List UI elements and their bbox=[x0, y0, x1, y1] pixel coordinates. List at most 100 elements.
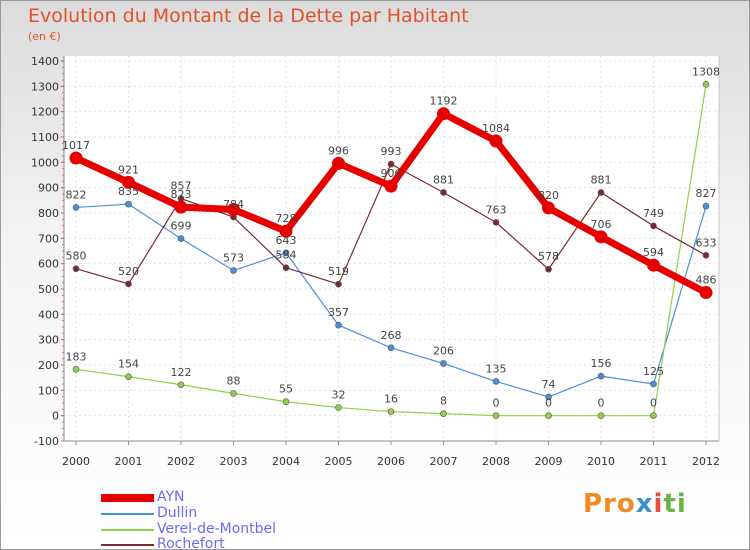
data-point-dullin bbox=[282, 249, 290, 257]
data-label-dullin: 357 bbox=[328, 306, 349, 319]
y-tick-label: 1100 bbox=[31, 131, 59, 144]
data-label-ayn: 706 bbox=[591, 218, 612, 231]
data-label-ayn: 823 bbox=[171, 188, 192, 201]
x-tick-label: 2008 bbox=[482, 455, 510, 468]
legend-swatch-rochefort bbox=[101, 544, 154, 546]
data-point-rochefort bbox=[387, 160, 395, 168]
data-label-ayn: 921 bbox=[118, 163, 139, 176]
data-point-verel-de-montbel bbox=[335, 404, 342, 411]
data-point-dullin bbox=[125, 200, 132, 208]
data-point-dullin bbox=[72, 204, 80, 211]
x-tick-label: 2001 bbox=[115, 455, 143, 468]
data-point-ayn bbox=[437, 107, 450, 121]
data-point-rochefort bbox=[125, 280, 132, 288]
data-point-verel-de-montbel bbox=[702, 81, 710, 88]
data-label-rochefort: 519 bbox=[328, 265, 349, 278]
data-label-ayn: 728 bbox=[276, 212, 297, 225]
data-label-dullin: 74 bbox=[542, 378, 556, 391]
x-tick-label: 2011 bbox=[640, 455, 668, 468]
data-point-rochefort bbox=[702, 252, 710, 259]
data-point-ayn bbox=[332, 156, 345, 170]
data-point-ayn bbox=[384, 179, 398, 193]
data-label-verel-de-montbel: 1308 bbox=[692, 65, 720, 78]
data-label-verel-de-montbel: 183 bbox=[66, 350, 87, 363]
x-tick-label: 2007 bbox=[430, 455, 458, 468]
data-label-rochefort: 881 bbox=[433, 173, 454, 186]
data-label-verel-de-montbel: 55 bbox=[279, 383, 293, 396]
data-label-dullin: 699 bbox=[171, 220, 192, 233]
y-tick-label: 1000 bbox=[31, 156, 59, 169]
data-point-dullin bbox=[335, 321, 342, 329]
data-point-ayn bbox=[594, 230, 608, 244]
data-label-ayn: 1017 bbox=[62, 139, 90, 152]
data-point-rochefort bbox=[282, 264, 290, 272]
data-label-verel-de-montbel: 122 bbox=[171, 366, 192, 379]
data-label-dullin: 573 bbox=[223, 252, 244, 265]
data-point-ayn bbox=[174, 200, 188, 214]
data-point-dullin bbox=[702, 202, 710, 210]
data-label-rochefort: 584 bbox=[276, 249, 297, 262]
x-tick-label: 2000 bbox=[62, 455, 90, 468]
x-tick-label: 2010 bbox=[587, 455, 615, 468]
data-label-verel-de-montbel: 0 bbox=[650, 397, 657, 410]
y-tick-label: 800 bbox=[38, 207, 59, 220]
data-label-rochefort: 857 bbox=[171, 180, 192, 193]
y-tick-label: 700 bbox=[38, 232, 59, 245]
data-point-rochefort bbox=[545, 265, 552, 273]
data-point-verel-de-montbel bbox=[597, 412, 605, 419]
y-tick-label: 1200 bbox=[31, 106, 59, 119]
data-label-ayn: 906 bbox=[381, 167, 402, 180]
data-point-dullin bbox=[650, 380, 657, 388]
data-label-verel-de-montbel: 0 bbox=[545, 397, 552, 410]
data-label-ayn: 1084 bbox=[482, 122, 510, 135]
data-point-ayn bbox=[699, 286, 713, 300]
data-point-dullin bbox=[177, 235, 185, 242]
y-tick-label: 100 bbox=[38, 384, 59, 397]
data-label-dullin: 827 bbox=[696, 187, 717, 200]
data-point-verel-de-montbel bbox=[125, 373, 132, 380]
data-label-rochefort: 881 bbox=[591, 173, 612, 186]
data-point-rochefort bbox=[72, 265, 80, 273]
data-label-dullin: 206 bbox=[433, 344, 454, 357]
data-label-verel-de-montbel: 16 bbox=[384, 393, 398, 406]
data-label-verel-de-montbel: 154 bbox=[118, 358, 139, 371]
data-point-rochefort bbox=[440, 189, 447, 196]
data-label-dullin: 643 bbox=[276, 234, 297, 247]
legend-label-rochefort: Rochefort bbox=[157, 536, 225, 550]
data-point-verel-de-montbel bbox=[72, 366, 80, 373]
data-label-ayn: 996 bbox=[328, 144, 349, 157]
data-point-rochefort bbox=[650, 222, 657, 230]
data-point-ayn bbox=[279, 224, 293, 238]
data-point-rochefort bbox=[492, 219, 500, 226]
data-label-rochefort: 993 bbox=[381, 145, 402, 158]
data-label-verel-de-montbel: 32 bbox=[332, 389, 346, 402]
data-point-rochefort bbox=[335, 280, 342, 288]
data-point-dullin bbox=[492, 378, 500, 385]
data-point-ayn bbox=[227, 202, 240, 216]
y-tick-label: 1400 bbox=[31, 55, 59, 68]
y-tick-label: 500 bbox=[38, 283, 59, 296]
logo-part-1: Pro bbox=[583, 489, 636, 519]
x-tick-label: 2002 bbox=[167, 455, 195, 468]
logo-part-3: i bbox=[653, 489, 664, 519]
y-tick-label: 200 bbox=[38, 359, 59, 372]
data-point-rochefort bbox=[597, 189, 605, 196]
data-label-rochefort: 520 bbox=[118, 265, 139, 278]
x-tick-label: 2012 bbox=[692, 455, 720, 468]
data-point-ayn bbox=[542, 201, 555, 215]
data-point-verel-de-montbel bbox=[230, 390, 237, 397]
data-label-rochefort: 580 bbox=[66, 250, 87, 263]
legend-label-verel-de-montbel: Verel-de-Montbel bbox=[157, 521, 277, 537]
x-tick-label: 2003 bbox=[220, 455, 248, 468]
y-tick-label: 400 bbox=[38, 308, 59, 321]
data-point-dullin bbox=[230, 267, 237, 274]
logo-part-4: ti bbox=[663, 489, 687, 519]
legend-label-dullin: Dullin bbox=[157, 505, 198, 521]
data-label-ayn: 594 bbox=[643, 246, 664, 259]
data-label-rochefort: 578 bbox=[538, 250, 559, 263]
x-tick-label: 2009 bbox=[535, 455, 563, 468]
data-point-dullin bbox=[545, 393, 552, 401]
data-label-dullin: 822 bbox=[66, 188, 87, 201]
